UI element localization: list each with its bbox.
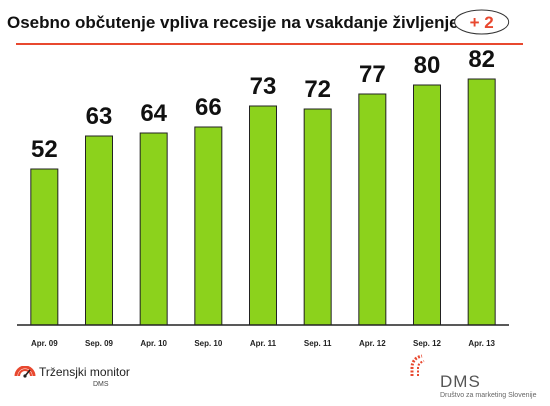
bar-value-label: 66 xyxy=(195,94,222,121)
title-underline xyxy=(16,43,523,45)
bar-value-label: 82 xyxy=(468,46,495,73)
x-tick-label: Apr. 12 xyxy=(359,339,386,348)
x-tick-label: Sep. 11 xyxy=(304,339,332,348)
bar xyxy=(139,132,168,326)
bar xyxy=(467,78,496,326)
bar-value-label: 64 xyxy=(140,100,167,127)
bar xyxy=(249,105,277,326)
bar xyxy=(194,126,223,326)
bar xyxy=(85,135,113,326)
x-tick-label: Apr. 09 xyxy=(31,339,58,348)
bar-value-label: 63 xyxy=(86,103,113,130)
bar xyxy=(30,168,59,326)
change-badge: + 2 xyxy=(454,9,510,35)
bar xyxy=(303,108,332,326)
change-badge-text: + 2 xyxy=(470,13,494,32)
x-tick-label: Apr. 10 xyxy=(140,339,167,348)
change-badge-oval xyxy=(454,9,510,35)
right-logo-name: DMS xyxy=(440,372,481,391)
right-logo-sub: Društvo za marketing Slovenije xyxy=(440,392,537,399)
bar-value-label: 73 xyxy=(250,73,277,100)
left-logo-name: Tržensjki monitor xyxy=(39,365,130,379)
x-tick-label: Apr. 13 xyxy=(468,339,495,348)
bar-value-label: 77 xyxy=(359,61,386,88)
bar-value-label: 80 xyxy=(414,52,441,79)
x-tick-label: Sep. 12 xyxy=(413,339,442,348)
x-tick-label: Sep. 10 xyxy=(194,339,223,348)
chart-title: Osebno občutenje vpliva recesije na vsak… xyxy=(7,13,490,32)
bar xyxy=(358,93,387,326)
bar-value-label: 52 xyxy=(31,136,58,163)
bar xyxy=(413,84,441,326)
left-logo-sub: DMS xyxy=(93,381,109,388)
bar-value-label: 72 xyxy=(304,76,331,103)
x-tick-label: Sep. 09 xyxy=(85,339,114,348)
dms-logo-icon xyxy=(410,354,425,376)
x-tick-label: Apr. 11 xyxy=(250,339,277,348)
trzenjski-monitor-logo-icon xyxy=(14,366,36,378)
